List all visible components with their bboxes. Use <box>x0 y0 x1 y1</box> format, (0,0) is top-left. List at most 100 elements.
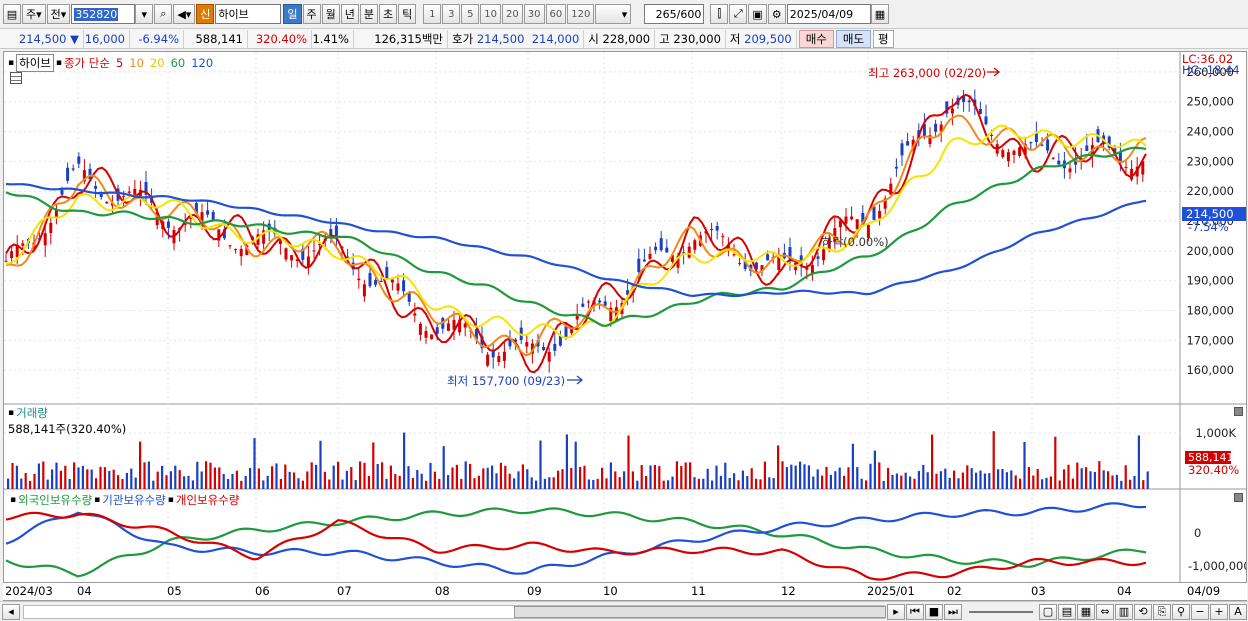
volume-bar <box>671 476 674 489</box>
zoom-in-icon[interactable]: + <box>1210 603 1228 620</box>
fast-forward-icon[interactable]: ⏭ <box>944 603 962 620</box>
candle-body <box>396 283 400 291</box>
scroll-track[interactable] <box>23 604 886 619</box>
candle-body <box>614 307 618 321</box>
volume-bar <box>495 473 498 489</box>
candle-body <box>575 315 579 320</box>
prev-select[interactable]: 전 ▾ <box>46 4 71 24</box>
price-value: 214,500 <box>18 31 67 46</box>
gear-icon[interactable]: ⚙ <box>767 4 786 24</box>
count-input[interactable]: 265/600 <box>644 4 705 24</box>
candle-body <box>334 225 338 239</box>
candle-body <box>822 249 826 261</box>
tool-icon-2[interactable]: ▤ <box>1058 603 1076 620</box>
sell-button[interactable]: 매도 <box>835 29 872 48</box>
volume-bar <box>231 473 234 489</box>
volume-bar <box>310 462 313 489</box>
font-size-icon[interactable]: A <box>1229 603 1247 620</box>
period-button-4[interactable]: 분 <box>359 4 379 24</box>
scroll-left-icon[interactable]: ◂ <box>2 603 20 620</box>
period-button-3[interactable]: 년 <box>340 4 359 24</box>
volume-bar <box>755 478 758 489</box>
tool-icon-5[interactable]: ▥ <box>1115 603 1133 620</box>
zoom-slider[interactable] <box>969 610 1033 613</box>
legend-marker-icon: ▪ <box>94 495 101 505</box>
volume-pane-close-icon[interactable] <box>1234 407 1243 416</box>
interval-button-1[interactable]: 1 <box>423 4 442 24</box>
interval-button-5[interactable]: 5 <box>461 4 480 24</box>
interval-button-120[interactable]: 120 <box>567 4 595 24</box>
candle-body <box>1006 152 1010 162</box>
candle-body <box>88 168 92 180</box>
speaker-icon[interactable]: ◀▾ <box>173 4 196 24</box>
volume-bar <box>29 480 32 489</box>
tool-icon-7[interactable]: ⎘ <box>1153 603 1171 620</box>
period-button-1[interactable]: 주 <box>302 4 321 24</box>
interval-button-3[interactable]: 3 <box>442 4 461 24</box>
holdings-pane-close-icon[interactable] <box>1234 493 1243 502</box>
candle-icon[interactable]: ⫿ <box>710 4 729 24</box>
period-button-5[interactable]: 초 <box>379 4 398 24</box>
volume-bar <box>1049 476 1052 489</box>
candle-body <box>390 279 394 283</box>
buy-button[interactable]: 매수 <box>798 29 834 48</box>
table-icon[interactable] <box>10 72 22 84</box>
candle-body <box>200 212 204 222</box>
tool-icon-4[interactable]: ⇔ <box>1096 603 1114 620</box>
expand-icon[interactable]: ⤢ <box>729 4 748 24</box>
flat-button[interactable]: 평 <box>873 29 894 48</box>
candle-body <box>508 338 512 347</box>
date-input[interactable]: 2025/04/09 <box>786 4 871 24</box>
tool-icon-6[interactable]: ⟲ <box>1134 603 1152 620</box>
interval-button-30[interactable]: 30 <box>523 4 545 24</box>
candle-body <box>1124 167 1128 169</box>
candle-body <box>491 351 495 358</box>
holdings-legend: ▪ 외국인보유수량 ▪ 기관보유수량 ▪ 개인보유수량 <box>8 492 239 508</box>
play-icon[interactable]: ▸ <box>887 603 905 620</box>
interval-button-60[interactable]: 60 <box>545 4 567 24</box>
volume-bar <box>860 478 863 489</box>
tool-icon-1[interactable]: ▢ <box>1039 603 1057 620</box>
zoom-out-icon[interactable]: − <box>1191 603 1209 620</box>
volume-bar <box>557 470 560 489</box>
code-dropdown-icon[interactable]: ▾ <box>135 4 154 24</box>
volume-bar <box>447 475 450 489</box>
rewind-icon[interactable]: ⏮ <box>906 603 924 620</box>
period-button-2[interactable]: 월 <box>321 4 340 24</box>
interval-button-10[interactable]: 10 <box>480 4 502 24</box>
scroll-thumb[interactable] <box>514 605 886 618</box>
chart-type-icon[interactable]: ▤ <box>3 4 21 24</box>
volume-bar <box>420 473 423 489</box>
quote-bar: 214,500 ▼ 16,000 -6.94% 588,141 320.40% … <box>0 29 1248 49</box>
volume-bar <box>328 479 331 489</box>
volume-bar <box>359 461 362 489</box>
volume-bar <box>552 477 555 489</box>
interval-dropdown[interactable]: ▾ <box>595 4 632 24</box>
volume-bar <box>1133 475 1136 489</box>
candle-body <box>978 108 982 114</box>
period-select[interactable]: 주 ▾ <box>22 4 46 24</box>
new-badge[interactable]: 신 <box>196 4 215 24</box>
stock-name-field[interactable]: 하이브 <box>215 4 282 24</box>
candle-body <box>273 227 277 234</box>
calendar-icon[interactable]: ▦ <box>870 4 890 24</box>
interval-button-20[interactable]: 20 <box>502 4 523 24</box>
stop-icon[interactable]: ■ <box>925 603 943 620</box>
volume-bar <box>948 477 951 489</box>
tool-icon-8[interactable]: ⚲ <box>1172 603 1190 620</box>
x-axis-label-7: 10 <box>603 584 618 598</box>
candle-body <box>346 256 350 259</box>
search-icon[interactable]: ⌕ <box>154 4 173 24</box>
candle-body <box>1051 157 1055 159</box>
code-input[interactable]: 352820 <box>71 4 136 24</box>
volume-bar <box>191 480 194 489</box>
lc-label: LC:36.02 <box>1182 52 1234 66</box>
period-button-0[interactable]: 일 <box>283 4 302 24</box>
candle-body <box>351 262 355 270</box>
main-name-label[interactable]: 하이브 <box>16 54 54 72</box>
tool-icon-3[interactable]: ▦ <box>1077 603 1095 620</box>
save-icon[interactable]: ▣ <box>748 4 767 24</box>
volume-bar <box>1001 469 1004 489</box>
period-button-6[interactable]: 틱 <box>398 4 417 24</box>
candle-body <box>743 261 747 269</box>
